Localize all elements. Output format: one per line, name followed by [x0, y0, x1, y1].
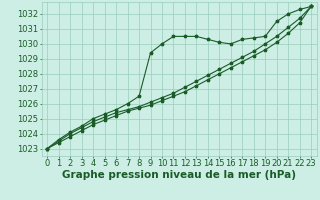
X-axis label: Graphe pression niveau de la mer (hPa): Graphe pression niveau de la mer (hPa) — [62, 170, 296, 180]
